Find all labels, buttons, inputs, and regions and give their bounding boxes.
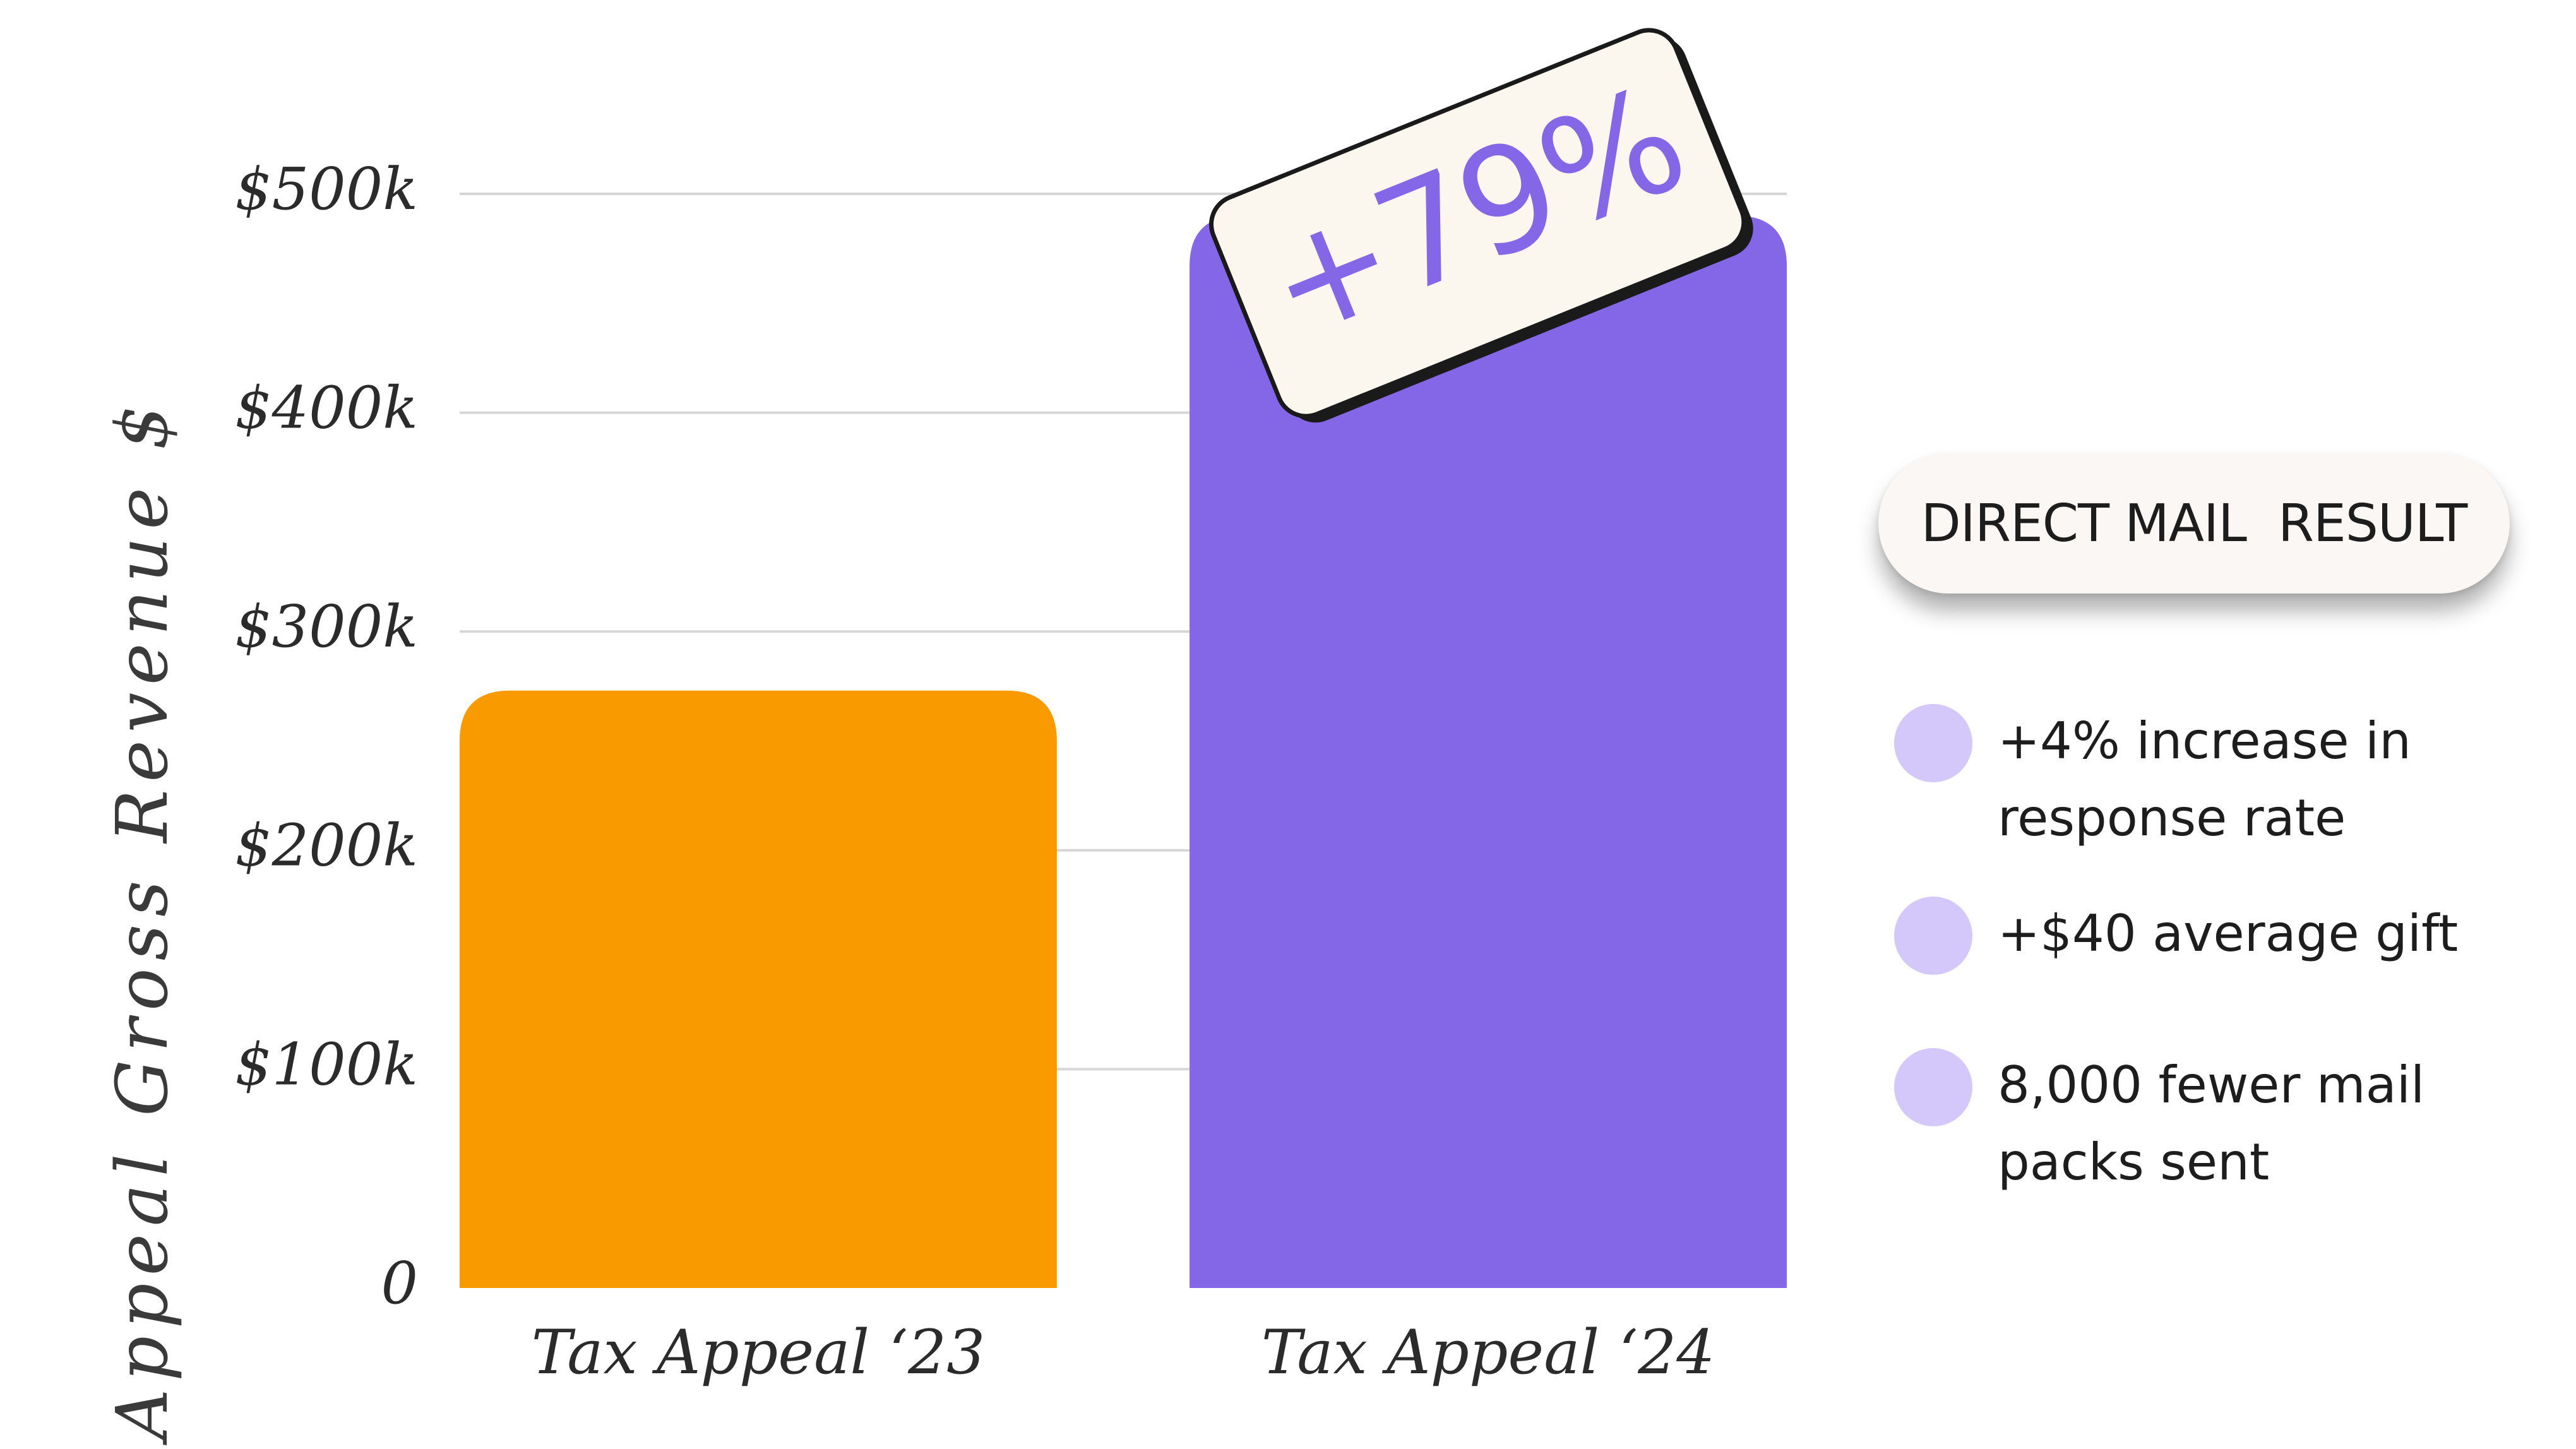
bullet-dot — [1894, 704, 1972, 782]
bar-1 — [1190, 215, 1787, 1288]
bullet-dot — [1894, 897, 1972, 975]
bullet-text: +$40 average gift — [1998, 904, 2459, 963]
bullet-text: +4% increase in response rate — [1998, 712, 2411, 847]
result-bullet-response-rate: +4% increase in response rate — [1894, 704, 2490, 857]
y-tick-label: $100k — [235, 1030, 418, 1098]
direct-mail-result-title: DIRECT MAIL RESULT — [1921, 493, 2468, 554]
bars — [460, 215, 1787, 1288]
bar-0 — [460, 690, 1057, 1288]
y-tick-label: $500k — [235, 155, 418, 223]
direct-mail-result-pill: DIRECT MAIL RESULT — [1878, 453, 2510, 593]
result-bullet-mail-packs: 8,000 fewer mail packs sent — [1894, 1048, 2490, 1201]
y-tick-label: $300k — [235, 593, 418, 660]
y-tick-label: $400k — [235, 374, 418, 441]
y-axis-title: Appeal Gross Revenue $ — [102, 397, 184, 1445]
y-tick-label: $200k — [235, 812, 418, 880]
x-category-label: Tax Appeal ‘23 — [532, 1317, 986, 1388]
result-bullet-average-gift: +$40 average gift — [1894, 897, 2490, 975]
bullet-text: 8,000 fewer mail packs sent — [1998, 1056, 2425, 1191]
bullet-dot — [1894, 1048, 1972, 1126]
x-category-labels: Tax Appeal ‘23 Tax Appeal ‘24 — [532, 1317, 1715, 1388]
y-tick-label: 0 — [381, 1249, 418, 1317]
badge-body — [1209, 28, 1746, 419]
y-tick-labels: 0 $100k $200k $300k $400k $500k — [235, 155, 418, 1317]
x-category-label: Tax Appeal ‘24 — [1261, 1317, 1715, 1388]
